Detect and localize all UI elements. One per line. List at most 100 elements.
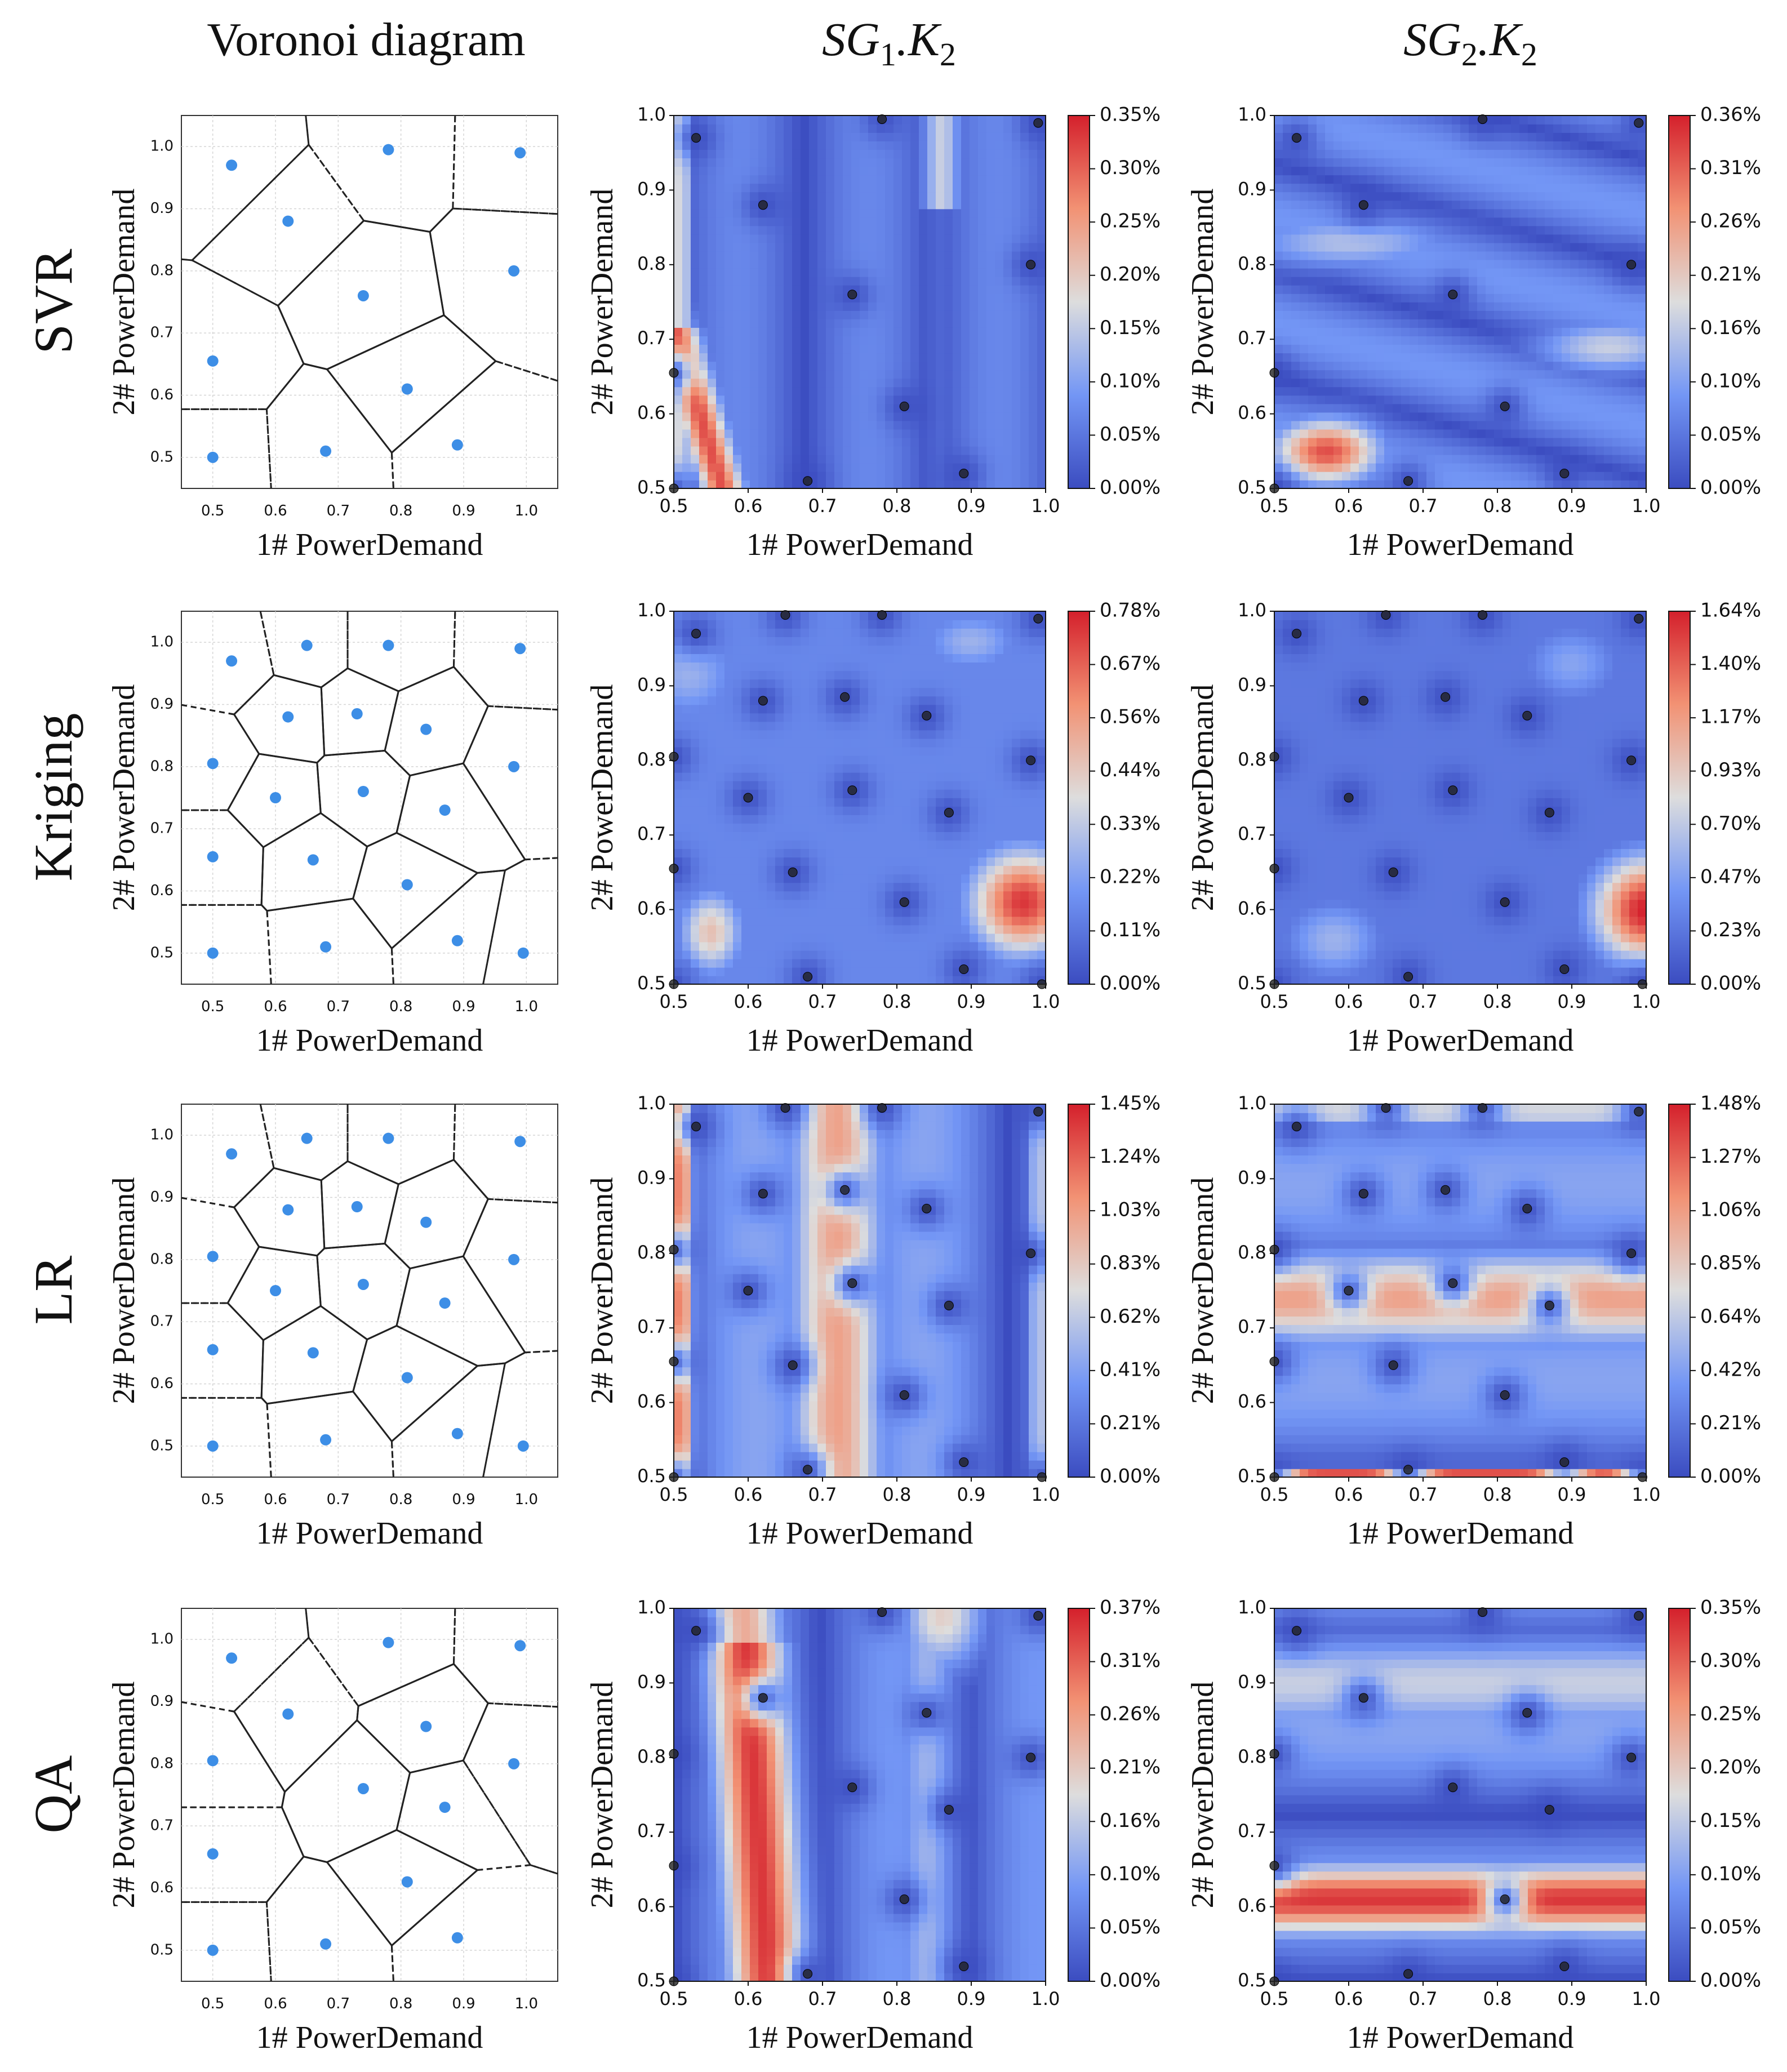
heatmap-cell (1029, 251, 1038, 260)
heatmap-cell (893, 455, 903, 464)
heatmap-cell (1359, 192, 1368, 201)
heatmap-cell (674, 789, 683, 798)
x-tick-label: 0.5 (201, 998, 224, 1015)
heatmap-cell (1621, 310, 1630, 319)
heatmap-cell (868, 226, 877, 235)
heatmap-cell (1401, 141, 1410, 150)
heatmap-cell (1300, 310, 1309, 319)
heatmap-cell (784, 900, 793, 909)
heatmap-cell (724, 370, 734, 379)
heatmap-cell (1443, 260, 1452, 269)
heatmap-cell (1003, 158, 1012, 167)
heatmap-cell (1587, 158, 1596, 167)
heatmap-cell (708, 260, 717, 269)
heatmap-cell (953, 353, 962, 362)
heatmap-cell (1012, 302, 1021, 311)
heatmap-cell (919, 149, 928, 158)
heatmap-cell (1426, 310, 1435, 319)
heatmap-cell (724, 217, 734, 226)
heatmap-cell (1274, 395, 1283, 404)
heatmap-cell (1621, 166, 1630, 175)
heatmap-cell (758, 455, 767, 464)
heatmap-cell (1435, 294, 1444, 303)
heatmap-cell (1384, 141, 1393, 150)
heatmap-cell (775, 327, 784, 336)
heatmap-cell (1317, 319, 1326, 328)
heatmap-cell (1519, 463, 1528, 472)
heatmap-cell (1511, 209, 1520, 218)
heatmap-cell (1595, 149, 1604, 158)
heatmap-cell (708, 446, 717, 455)
heatmap-cell (1629, 132, 1638, 141)
heatmap-cell (674, 806, 683, 815)
heatmap-cell (1621, 463, 1630, 472)
heatmap-cell (1308, 124, 1317, 133)
heatmap-cell (708, 141, 717, 150)
heatmap-cell (1401, 302, 1410, 311)
heatmap-cell (817, 285, 826, 294)
heatmap-cell (1317, 361, 1326, 370)
heatmap-cell (724, 446, 734, 455)
heatmap-cell (817, 234, 826, 243)
heatmap-cell (792, 739, 801, 748)
heatmap-cell (936, 175, 945, 184)
heatmap-cell (1629, 285, 1638, 294)
heatmap-cell (1393, 310, 1402, 319)
heatmap-cell (978, 175, 987, 184)
heatmap-cell (1511, 446, 1520, 455)
heatmap-cell (1359, 463, 1368, 472)
heatmap-cell (970, 234, 979, 243)
heatmap-cell (953, 260, 962, 269)
heatmap-cell (733, 917, 742, 926)
heatmap-cell (674, 908, 683, 917)
heatmap-cell (801, 900, 810, 909)
heatmap-cell (1020, 446, 1029, 455)
heatmap-cell (1486, 200, 1495, 209)
heatmap-cell (826, 429, 835, 438)
heatmap-cell (843, 438, 852, 447)
heatmap-cell (1536, 429, 1545, 438)
heatmap-cell (1325, 260, 1334, 269)
heatmap-cell (1308, 480, 1317, 489)
heatmap-cell (1460, 412, 1469, 421)
heatmap-cell (1359, 455, 1368, 464)
heatmap-cell (860, 455, 869, 464)
heatmap-cell (758, 662, 767, 671)
heatmap-cell (708, 480, 717, 489)
heatmap-cell (699, 798, 708, 807)
heatmap-cell (1401, 124, 1410, 133)
heatmap-cell (724, 183, 734, 192)
heatmap-cell (1502, 446, 1512, 455)
heatmap-cell (877, 268, 886, 277)
heatmap-cell (817, 882, 826, 891)
heatmap-cell (1426, 175, 1435, 184)
x-axis-label: 1# PowerDemand (1347, 527, 1574, 562)
heatmap-cell (893, 463, 903, 472)
heatmap-cell (758, 705, 767, 714)
heatmap-cell (1612, 429, 1621, 438)
heatmap-cell (809, 662, 818, 671)
heatmap-cell (1486, 404, 1495, 413)
heatmap-cell (817, 967, 826, 976)
heatmap-cell (758, 260, 767, 269)
heatmap-cell (809, 798, 818, 807)
heatmap-cell (902, 132, 911, 141)
heatmap-cell (792, 815, 801, 824)
heatmap-cell (1274, 455, 1283, 464)
heatmap-cell (1604, 260, 1613, 269)
heatmap-cell (1037, 285, 1046, 294)
heatmap-cell (1037, 378, 1046, 387)
heatmap-cell (995, 455, 1004, 464)
heatmap-cell (1562, 166, 1571, 175)
heatmap-cell (733, 438, 742, 447)
heatmap-cell (1300, 243, 1309, 252)
heatmap-cell (1536, 353, 1545, 362)
heatmap-cell (1469, 175, 1478, 184)
heatmap-cell (1401, 446, 1410, 455)
heatmap-cell (1570, 455, 1579, 464)
heatmap-cell (809, 353, 818, 362)
heatmap-cell (741, 891, 750, 900)
heatmap-cell (1452, 395, 1461, 404)
heatmap-cell (1545, 234, 1554, 243)
heatmap-cell (674, 158, 683, 167)
